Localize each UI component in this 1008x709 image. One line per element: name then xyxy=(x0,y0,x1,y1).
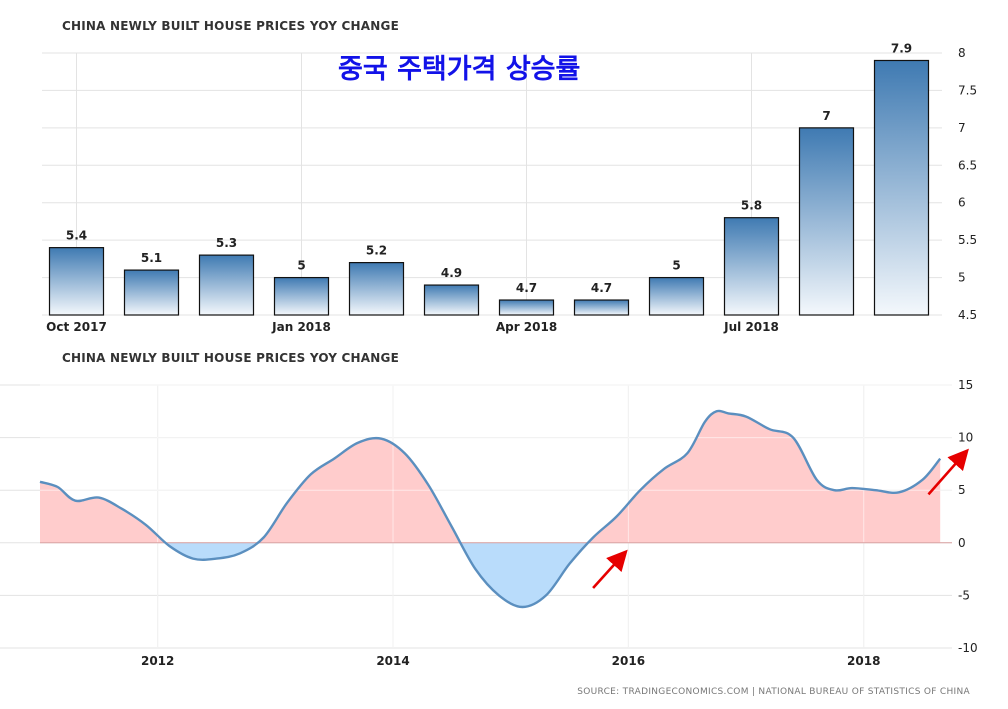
top-chart-grid xyxy=(42,52,942,316)
bar xyxy=(723,217,780,316)
bottom-y-tick-label: 10 xyxy=(958,431,973,445)
bottom-y-tick-label: 0 xyxy=(958,536,966,550)
bottom-chart-annotations xyxy=(592,448,969,589)
bottom-chart-x-axis: 2012 2014 2016 2018 xyxy=(141,654,880,668)
bottom-y-tick-label: -10 xyxy=(958,641,978,655)
top-chart-x-axis: Oct 2017 Jan 2018 Apr 2018 Jul 2018 xyxy=(46,320,779,334)
bottom-y-tick-label: 5 xyxy=(958,483,966,497)
bar xyxy=(873,59,930,316)
source-note: SOURCE: TRADINGECONOMICS.COM | NATIONAL … xyxy=(577,687,970,697)
top-x-tick-label: Jul 2018 xyxy=(723,320,779,334)
bottom-y-tick-label: -5 xyxy=(958,588,970,602)
top-y-tick-label: 6 xyxy=(958,196,966,210)
bar-data-label: 5.2 xyxy=(366,244,387,258)
top-x-tick-label: Oct 2017 xyxy=(46,320,107,334)
bar-data-label: 4.7 xyxy=(516,281,537,295)
top-y-tick-label: 4.5 xyxy=(958,308,977,322)
bar-data-label: 5.1 xyxy=(141,251,162,265)
top-chart-title: CHINA NEWLY BUILT HOUSE PRICES YOY CHANG… xyxy=(62,19,399,33)
bar xyxy=(423,284,480,316)
bar-data-label: 7 xyxy=(822,109,830,123)
top-y-tick-label: 5.5 xyxy=(958,233,977,247)
top-y-tick-label: 6.5 xyxy=(958,158,977,172)
bar-data-label: 5 xyxy=(297,259,305,273)
top-chart-data-labels: 5.4 5.1 5.3 5 5.2 4.9 4.7 4.7 5 5.8 7 7.9 xyxy=(66,41,912,295)
bar-data-label: 4.9 xyxy=(441,266,462,280)
bottom-x-tick-label: 2012 xyxy=(141,654,174,668)
bottom-x-tick-label: 2016 xyxy=(612,654,645,668)
red-arrow-annotation xyxy=(592,549,628,589)
bar-data-label: 5.8 xyxy=(741,199,762,213)
positive-area-fill xyxy=(40,410,941,543)
top-x-tick-label: Apr 2018 xyxy=(496,320,557,334)
bar xyxy=(573,299,630,316)
bottom-chart-title: CHINA NEWLY BUILT HOUSE PRICES YOY CHANG… xyxy=(62,351,399,365)
bottom-y-tick-label: 15 xyxy=(958,378,973,392)
bar xyxy=(48,247,105,316)
bar-data-label: 5.4 xyxy=(66,229,87,243)
bottom-chart-y-axis: -10 -5 0 5 10 15 xyxy=(958,378,978,655)
top-y-tick-label: 7.5 xyxy=(958,83,977,97)
top-y-tick-label: 7 xyxy=(958,121,966,135)
bottom-chart-area xyxy=(39,384,952,648)
korean-overlay-title: 중국 주택가격 상승률 xyxy=(338,54,580,85)
top-chart-y-axis: 4.5 5 5.5 6 6.5 7 7.5 8 xyxy=(958,46,977,322)
top-chart-bars xyxy=(48,59,930,316)
bar-data-label: 7.9 xyxy=(891,41,912,55)
series-line xyxy=(39,409,942,609)
bar xyxy=(123,269,180,316)
negative-area-fill xyxy=(40,542,941,607)
bar-data-label: 4.7 xyxy=(591,281,612,295)
bar-data-label: 5 xyxy=(672,259,680,273)
bar xyxy=(798,127,855,316)
top-x-tick-label: Jan 2018 xyxy=(271,320,331,334)
bottom-x-tick-label: 2018 xyxy=(847,654,880,668)
bar xyxy=(498,299,555,316)
bar xyxy=(273,276,330,316)
top-y-tick-label: 5 xyxy=(958,271,966,285)
bar-data-label: 5.3 xyxy=(216,236,237,250)
bar xyxy=(348,262,405,316)
top-y-tick-label: 8 xyxy=(958,46,966,60)
bar xyxy=(648,276,705,316)
bottom-x-tick-label: 2014 xyxy=(376,654,409,668)
bar xyxy=(198,254,255,316)
red-arrow-annotation xyxy=(927,448,969,496)
